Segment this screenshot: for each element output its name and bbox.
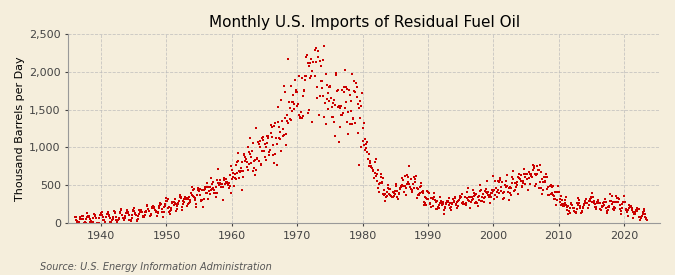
Title: Monthly U.S. Imports of Residual Fuel Oil: Monthly U.S. Imports of Residual Fuel Oi… [209, 15, 520, 30]
Text: Source: U.S. Energy Information Administration: Source: U.S. Energy Information Administ… [40, 262, 272, 272]
Y-axis label: Thousand Barrels per Day: Thousand Barrels per Day [15, 56, 25, 201]
